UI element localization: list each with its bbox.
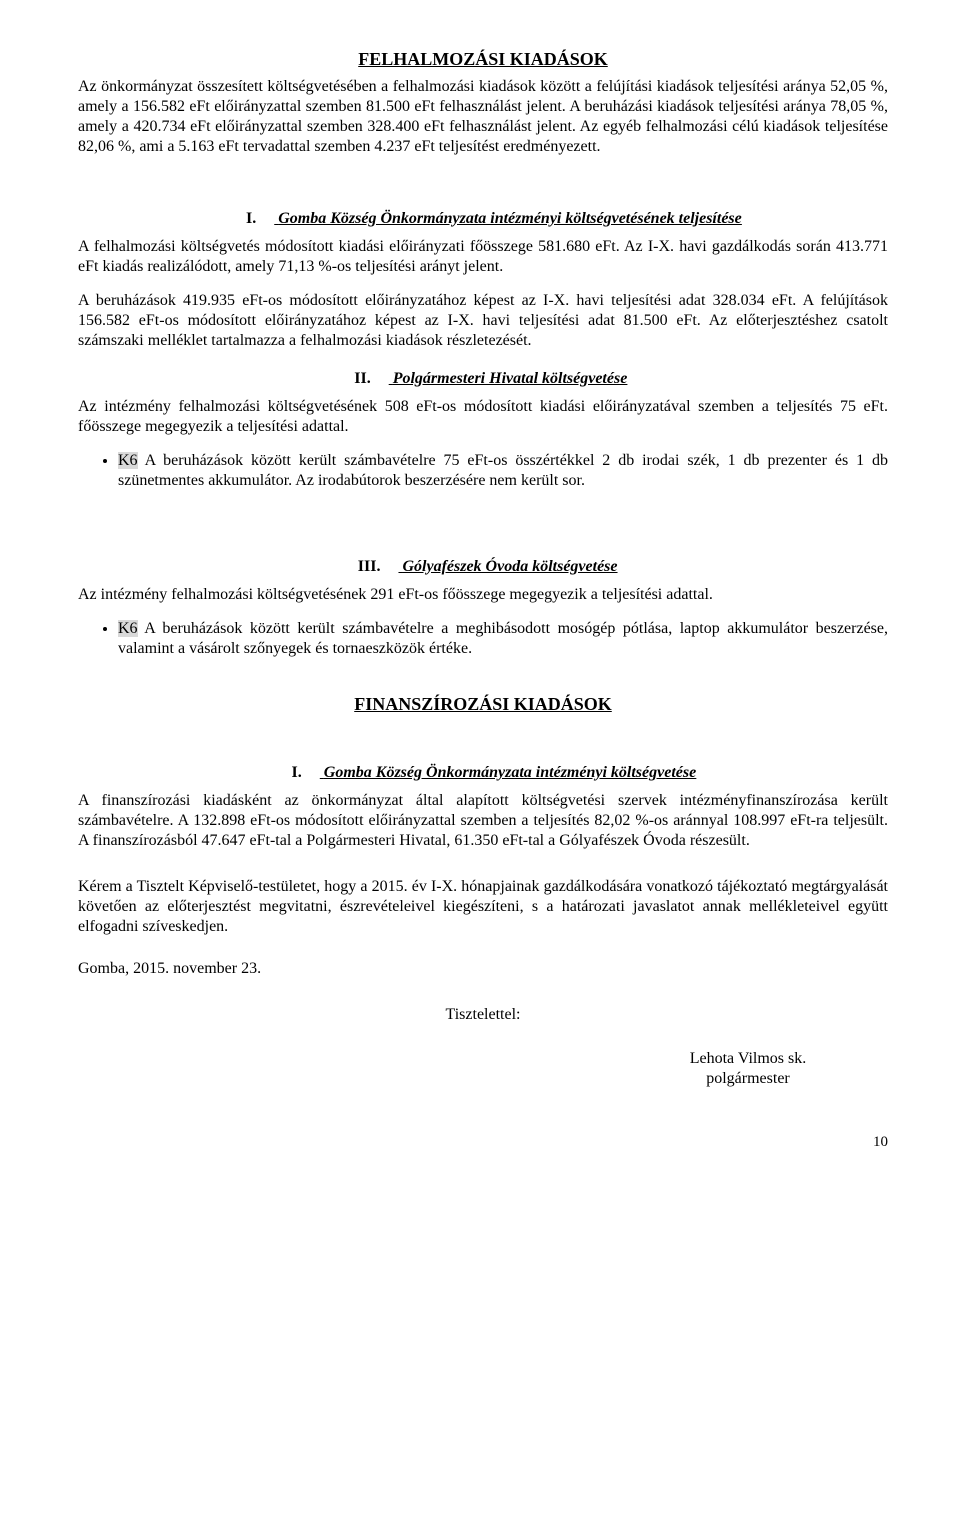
bullet-list: K6 A beruházások között került számbavét…: [118, 451, 888, 491]
heading-text: Gomba Község Önkormányzata intézményi kö…: [278, 210, 742, 227]
salutation: Tisztelettel:: [78, 1005, 888, 1025]
heading-text: Gólyafészek Óvoda költségvetése: [402, 558, 617, 575]
heading-roman: I.: [224, 209, 274, 229]
heading-roman: I.: [270, 763, 320, 783]
heading-i: I. Gomba Község Önkormányzata intézményi…: [78, 209, 888, 229]
heading-2-i: I. Gomba Község Önkormányzata intézményi…: [78, 763, 888, 783]
paragraph: Az intézmény felhalmozási költségvetésén…: [78, 397, 888, 437]
paragraph: Az intézmény felhalmozási költségvetésén…: [78, 585, 888, 605]
page-number: 10: [78, 1133, 888, 1152]
signatory-name: Lehota Vilmos sk.: [638, 1049, 858, 1069]
paragraph: A finanszírozási kiadásként az önkormány…: [78, 791, 888, 851]
bullet-list: K6 A beruházások között került számbavét…: [118, 619, 888, 659]
date-line: Gomba, 2015. november 23.: [78, 959, 888, 979]
highlighted-code: K6: [118, 452, 138, 469]
heading-text: Gomba Község Önkormányzata intézményi kö…: [324, 764, 696, 781]
section-title-finanszirozasi: FINANSZÍROZÁSI KIADÁSOK: [78, 693, 888, 716]
heading-roman: II.: [339, 369, 389, 389]
signature-block: Lehota Vilmos sk. polgármester: [638, 1049, 858, 1089]
highlighted-code: K6: [118, 620, 138, 637]
paragraph: A beruházások 419.935 eFt-os módosított …: [78, 291, 888, 351]
section-title-felhalmozasi: FELHALMOZÁSI KIADÁSOK: [78, 48, 888, 71]
list-item-text: A beruházások között került számbavételr…: [118, 620, 888, 657]
heading-ii: II. Polgármesteri Hivatal költségvetése: [78, 369, 888, 389]
list-item: K6 A beruházások között került számbavét…: [118, 451, 888, 491]
signatory-title: polgármester: [638, 1069, 858, 1089]
heading-text: Polgármesteri Hivatal költségvetése: [393, 370, 628, 387]
closing-paragraph: Kérem a Tisztelt Képviselő-testületet, h…: [78, 877, 888, 937]
paragraph: Az önkormányzat összesített költségvetés…: [78, 77, 888, 157]
list-item-text: A beruházások között került számbavételr…: [118, 452, 888, 489]
heading-roman: III.: [348, 557, 398, 577]
paragraph: A felhalmozási költségvetés módosított k…: [78, 237, 888, 277]
heading-iii: III. Gólyafészek Óvoda költségvetése: [78, 557, 888, 577]
list-item: K6 A beruházások között került számbavét…: [118, 619, 888, 659]
